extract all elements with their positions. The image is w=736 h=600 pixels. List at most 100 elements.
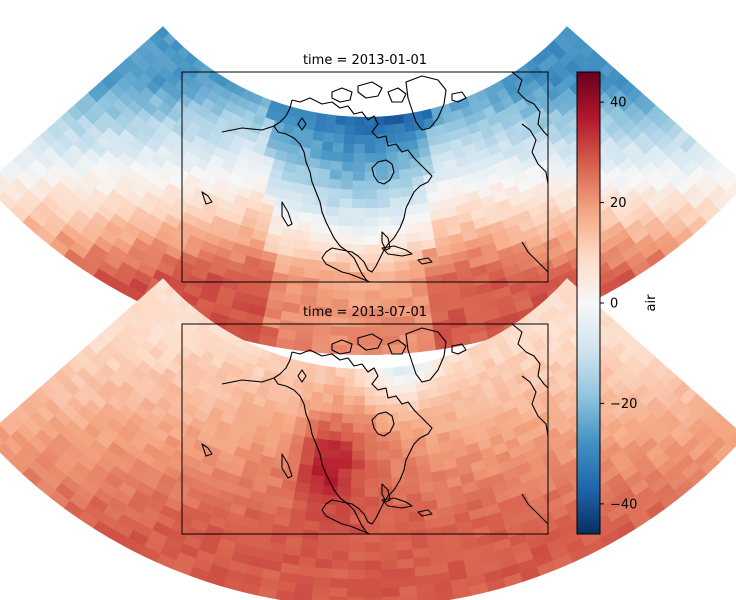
heatmap-cell (364, 478, 380, 489)
heatmap-cell (395, 278, 413, 291)
heatmap-cell (341, 170, 354, 182)
heatmap-cell (399, 594, 419, 600)
heatmap-cell (319, 512, 337, 524)
coastline (521, 375, 548, 437)
heatmap-cell (377, 468, 393, 479)
heatmap-cell (364, 560, 382, 571)
heatmap-cell (322, 384, 335, 396)
coastline (221, 377, 275, 385)
colorbar: 40 20 0 −20 −40 air (576, 71, 659, 535)
coastline (371, 411, 395, 437)
heatmap-cell (343, 143, 355, 154)
heatmap-cell (347, 569, 366, 580)
heatmap-cell (352, 180, 366, 191)
heatmap-cell (341, 413, 355, 425)
heatmap-cell (338, 207, 353, 218)
heatmap-cell (335, 504, 352, 516)
heatmap-cell (393, 503, 410, 515)
heatmap-cell (364, 386, 376, 397)
heatmap-cell (354, 134, 366, 145)
heatmap-cell (389, 197, 404, 208)
heatmap-cell (321, 141, 334, 153)
heatmap-cell (351, 450, 366, 461)
heatmap-cell (395, 540, 414, 552)
heatmap-cell (394, 123, 406, 135)
heatmap-cell (326, 197, 341, 208)
heatmap-cell (348, 290, 366, 301)
heatmap-cell (364, 588, 383, 599)
heatmap-cell (364, 450, 379, 461)
heatmap-cell (319, 260, 337, 272)
heatmap-cell (380, 289, 398, 301)
heatmap-cell (351, 207, 366, 219)
heatmap-cell (396, 150, 410, 162)
coastline (405, 327, 447, 383)
heatmap-cell (343, 386, 356, 397)
heatmap-cell (396, 402, 410, 414)
heatmap-cell (364, 217, 379, 228)
heatmap-cell (394, 375, 406, 387)
heatmap-cell (327, 187, 342, 199)
heatmap-cell (316, 429, 331, 441)
heatmap-cell (330, 412, 344, 424)
heatmap-cell (324, 123, 336, 135)
heatmap-cell (395, 384, 408, 396)
heatmap-cell (334, 514, 351, 525)
heatmap-cell (337, 468, 353, 479)
heatmap-cell (376, 170, 389, 182)
heatmap-cell (350, 235, 366, 246)
heatmap-cell (388, 430, 402, 442)
heatmap-cell (417, 340, 437, 353)
heatmap-cell (353, 405, 366, 416)
heatmap-cell (337, 216, 353, 227)
heatmap-cell (320, 402, 334, 414)
coastline (381, 497, 413, 509)
heatmap-cell (364, 189, 378, 200)
heatmap-cell (379, 262, 396, 273)
panel-title-january: time = 2013-01-01 (303, 53, 427, 68)
heatmap-cell (329, 421, 343, 433)
heatmap-cell (383, 115, 395, 126)
coastline (297, 117, 307, 131)
heatmap-cell (364, 162, 377, 173)
heatmap-cell (316, 540, 335, 552)
heatmap-cell (330, 568, 349, 580)
heatmap-cell (331, 151, 344, 163)
heatmap-cell (393, 113, 405, 125)
heatmap-cell (335, 367, 347, 378)
heatmap-cell (330, 325, 349, 337)
heatmap-cell (336, 486, 352, 498)
heatmap-cell (398, 168, 413, 180)
heatmap-cell (352, 189, 366, 200)
heatmap-cell (351, 198, 366, 209)
heatmap-cell (328, 596, 348, 600)
heatmap-cell (377, 459, 392, 470)
heatmap-cell (378, 225, 393, 237)
heatmap-cell (317, 530, 335, 543)
heatmap-cell (331, 403, 344, 415)
heatmap-cell (381, 325, 400, 337)
heatmap-cell (345, 367, 356, 379)
heatmap-cell (364, 423, 378, 434)
heatmap-cell (719, 171, 736, 192)
heatmap-cell (344, 125, 356, 136)
coastline (521, 123, 548, 185)
heatmap-cell (380, 559, 399, 571)
coastline (387, 339, 407, 355)
heatmap-cell (388, 439, 403, 451)
heatmap-cell (397, 567, 417, 579)
colorbar-gradient (576, 71, 601, 535)
heatmap-cell (353, 414, 366, 425)
heatmap-cell (336, 234, 352, 246)
heatmap-cell (342, 152, 355, 163)
heatmap-cell (325, 113, 337, 125)
heatmap-cell (377, 450, 391, 461)
heatmap-cell (328, 178, 342, 190)
heatmap-cell (347, 326, 366, 338)
heatmap-cell (339, 450, 353, 461)
coastline (221, 125, 275, 133)
heatmap-cell (312, 585, 331, 597)
heatmap-cell (317, 420, 332, 432)
heatmap-cell (333, 133, 346, 145)
